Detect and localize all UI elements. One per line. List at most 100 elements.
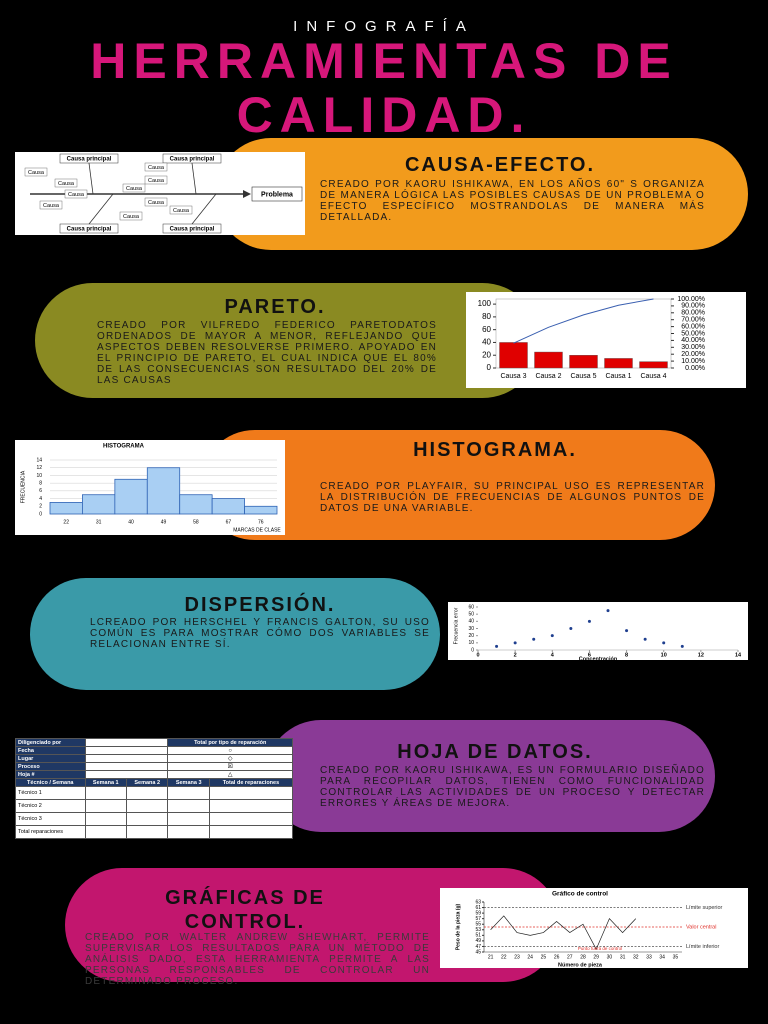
- y-tick-label: 80: [482, 312, 491, 321]
- section-title: PARETO.: [224, 296, 326, 318]
- x-tick-label: 6: [588, 652, 591, 658]
- bar: [534, 351, 563, 369]
- y-tick-label: 100: [478, 299, 492, 308]
- y-tick-label: 40: [468, 619, 474, 625]
- sheet-row: Hoja # △: [15, 770, 293, 779]
- cell: [84, 770, 169, 779]
- limit-label: Valor central: [686, 924, 716, 930]
- cumulative-line: [513, 298, 654, 344]
- y2-tick-label: 20.00%: [681, 351, 705, 358]
- y-tick-label: 61: [475, 905, 481, 911]
- bar: [244, 505, 278, 515]
- row-label: Lugar: [15, 754, 86, 763]
- x-tick-label: 2: [514, 652, 517, 658]
- y-tick-label: 4: [39, 496, 42, 502]
- y-tick-label: 49: [475, 938, 481, 944]
- y-tick-label: 50: [468, 611, 474, 617]
- x-axis-label: MARCAS DE CLASE: [233, 527, 281, 533]
- subcause-box: [54, 178, 78, 188]
- subcause-label: Causa: [68, 192, 85, 198]
- y-tick-label: 12: [36, 465, 42, 471]
- subcause-box: [144, 175, 168, 185]
- point: [587, 619, 591, 623]
- x-tick-label: 31: [96, 519, 102, 525]
- cell: [208, 799, 294, 813]
- x-tick-label: 32: [633, 954, 639, 960]
- y-tick-label: 2: [39, 504, 42, 510]
- cell: [84, 738, 169, 747]
- x-axis-label: Número de pieza: [558, 962, 603, 968]
- y-tick-label: 63: [475, 899, 481, 905]
- total-header: Total por tipo de reparación: [167, 738, 293, 747]
- sheet-header-row: Técnico / Semana Semana 1 Semana 2 Semana 3…: [15, 778, 294, 787]
- subcause-label: Causa: [123, 214, 140, 220]
- symbol: △: [167, 770, 293, 779]
- section-text: CREADO POR PLAYFAIR, SU PRINCIPAL USO ES…: [320, 481, 705, 514]
- bone: [191, 193, 217, 225]
- y-tick-label: 40: [482, 338, 491, 347]
- y-tick-label: 53: [475, 927, 481, 933]
- y2-tick-label: 80.00%: [681, 310, 705, 317]
- bar: [569, 355, 598, 369]
- row-label: Diligenciado por: [15, 738, 86, 747]
- section-text: LCREADO POR HERSCHEL Y FRANCIS GALTON, S…: [90, 617, 430, 650]
- sheet-row: Técnico 3: [15, 812, 294, 826]
- section-title: CAUSA-EFECTO.: [404, 154, 596, 176]
- bone: [191, 162, 197, 195]
- y-tick-label: 55: [475, 922, 481, 928]
- bar: [114, 478, 148, 515]
- cause-label: Causa principal: [170, 227, 215, 233]
- x-tick-label: 22: [501, 954, 507, 960]
- x-tick-label: 4: [551, 652, 555, 658]
- y-tick-label: 60: [468, 604, 474, 610]
- y-tick-label: 59: [475, 910, 481, 916]
- bone: [88, 193, 114, 225]
- fishbone-diagram: Problema Causa principal Causa principal Ca…: [15, 152, 305, 235]
- histogram-chart: HISTOGRAMA FRECUENCIA MARCAS DE CLASE 02 4 6 8…: [15, 440, 285, 535]
- column-header: Técnico / Semana: [15, 778, 86, 787]
- arrow-head: [243, 190, 251, 198]
- y-tick-label: 0: [487, 363, 492, 372]
- section-text: CREADO POR VILFREDO FEDERICO PARETODATOS…: [97, 320, 437, 386]
- section-text: CREADO POR KAORU ISHIKAWA, ES UN FORMULA…: [320, 765, 705, 809]
- bar: [604, 358, 633, 369]
- x-tick-label: 33: [646, 954, 652, 960]
- bar: [499, 342, 528, 369]
- cell: [84, 786, 128, 800]
- sheet-row: Diligenciado por Total por tipo de repara…: [15, 738, 293, 747]
- point: [513, 641, 517, 645]
- y-axis-label: Peso de la pieza (g): [455, 903, 461, 950]
- y-tick-label: 47: [475, 944, 481, 950]
- point: [532, 637, 536, 641]
- x-tick-label: Causa 4: [640, 373, 666, 380]
- column-header: Total de reparaciones: [208, 778, 294, 787]
- cell: [125, 786, 169, 800]
- cause-label: Causa principal: [170, 157, 215, 163]
- row-label: Técnico 2: [15, 799, 86, 813]
- cell: [167, 799, 210, 813]
- y-axis-label: Frecuencia error: [453, 607, 459, 644]
- sheet-row: Proceso ☒: [15, 762, 293, 771]
- x-tick-label: 76: [258, 519, 264, 525]
- x-tick-label: Causa 1: [605, 373, 631, 380]
- y-tick-label: 60: [482, 325, 491, 334]
- problem-box: [251, 186, 303, 202]
- y2-tick-label: 60.00%: [681, 323, 705, 330]
- x-tick-label: 8: [625, 652, 628, 658]
- x-tick-label: 0: [476, 652, 479, 658]
- y-tick-label: 20: [482, 350, 491, 359]
- subcause-box: [122, 183, 146, 193]
- y2-tick-label: 40.00%: [681, 337, 705, 344]
- row-label: Fecha: [15, 746, 86, 755]
- cell: [167, 786, 210, 800]
- sheet-row: Fecha ○: [15, 746, 293, 755]
- subcause-label: Causa: [148, 178, 165, 184]
- row-label: Técnico 3: [15, 812, 86, 826]
- cell: [84, 799, 128, 813]
- cell: [84, 754, 169, 763]
- column-header: Semana 2: [125, 778, 169, 787]
- cell: [125, 812, 169, 826]
- chart-title: Gráfico de control: [552, 891, 608, 898]
- chart-title: HISTOGRAMA: [103, 444, 145, 450]
- x-tick-label: 22: [63, 519, 69, 525]
